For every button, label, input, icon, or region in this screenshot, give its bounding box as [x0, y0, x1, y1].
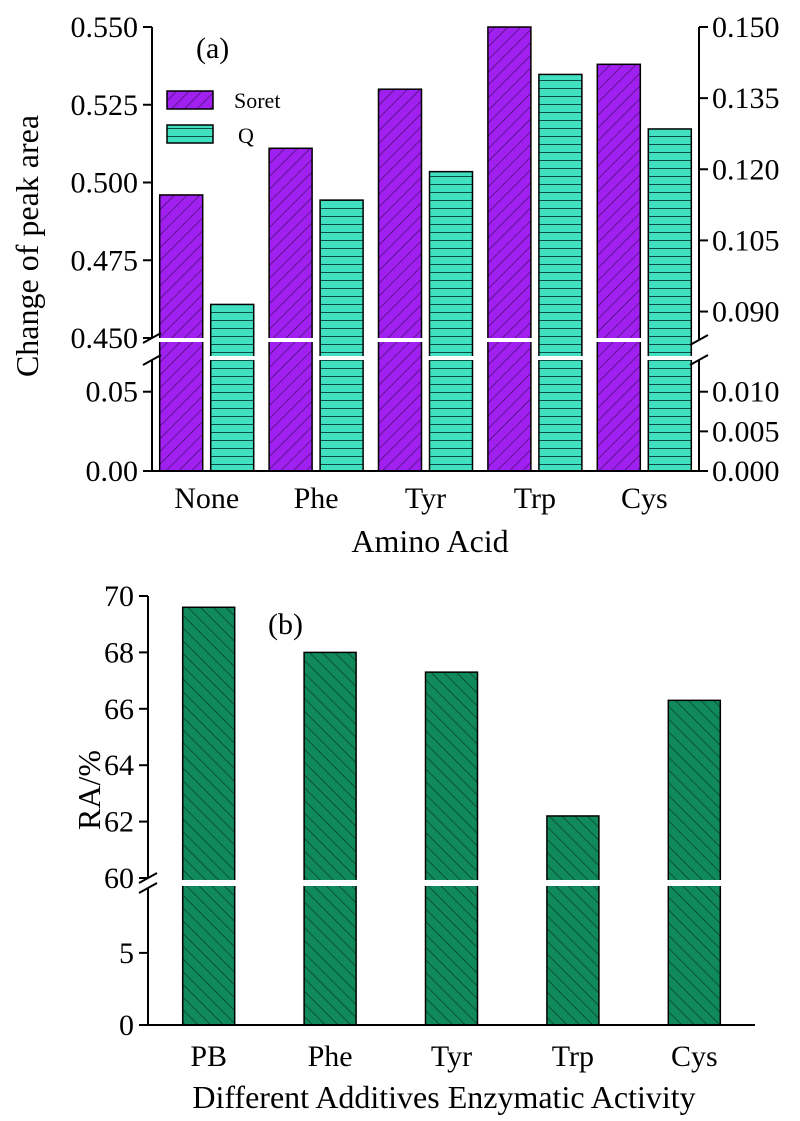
bar-ra — [424, 671, 479, 1026]
y-tick-label: 5 — [119, 937, 134, 970]
right-tick-label: 0.150 — [712, 11, 780, 44]
bar-q — [319, 199, 364, 472]
bar-break-gap — [667, 880, 722, 886]
bar-break-gap — [209, 356, 255, 360]
y-tick-label: 66 — [104, 693, 134, 726]
bar-break-gap — [319, 356, 365, 360]
bar-q — [647, 128, 693, 472]
right-tick-label: 0.135 — [712, 82, 780, 115]
left-tick-label: 0.00 — [86, 455, 139, 488]
chart-panel-b: PB Phe Tyr Trp Cys 60 62 64 66 68 70 0 5 — [104, 580, 755, 1073]
x-tick-label: Tyr — [405, 482, 446, 515]
y-axis-break-mark — [138, 882, 158, 894]
legend-label-q: Q — [238, 123, 254, 148]
x-tick-label: Cys — [671, 1040, 718, 1073]
right-tick-label: 0.010 — [712, 376, 780, 409]
bar-break-gap — [303, 880, 358, 886]
y-tick-label: 68 — [104, 636, 134, 669]
left-tick-label: 0.450 — [71, 322, 139, 355]
left-tick-label: 0.525 — [71, 89, 139, 122]
bar-break-gap — [268, 338, 314, 342]
bar-ra — [546, 815, 600, 1026]
bar-break-gap — [647, 356, 693, 360]
bar-q — [538, 73, 583, 472]
bar-ra — [181, 606, 236, 1026]
left-tick-label: 0.05 — [86, 376, 139, 409]
legend: Soret Q — [166, 88, 280, 148]
right-tick-label: 0.120 — [712, 153, 780, 186]
bar-break-gap — [377, 338, 423, 342]
bar-break-gap — [537, 356, 583, 360]
left-tick-label: 0.500 — [71, 167, 139, 200]
x-tick-label: Trp — [552, 1040, 594, 1073]
bar-ra — [303, 651, 357, 1026]
panel-a-xlabel: Amino Acid — [351, 523, 508, 559]
right-axis-break-mark — [689, 354, 709, 366]
x-tick-label: None — [174, 482, 239, 515]
x-tick-label: Trp — [514, 482, 556, 515]
y-tick-label: 60 — [104, 862, 134, 895]
x-tick-label: Tyr — [431, 1040, 472, 1073]
right-tick-label: 0.090 — [712, 296, 780, 329]
right-tick-label: 0.005 — [712, 415, 780, 448]
y-tick-label: 62 — [104, 806, 134, 839]
panel-b-xlabel: Different Additives Enzymatic Activity — [192, 1079, 695, 1115]
x-tick-label: Phe — [294, 482, 339, 515]
x-tick-label: Cys — [621, 482, 668, 515]
left-tick-label: 0.475 — [71, 244, 139, 277]
bar-break-gap — [486, 338, 532, 342]
panel-b-ylabel: RA/% — [71, 750, 107, 830]
legend-swatch-soret — [166, 90, 214, 110]
bar-q — [428, 170, 474, 472]
bar-ra — [667, 699, 722, 1026]
bar-break-gap — [424, 880, 479, 886]
y-tick-label: 64 — [104, 749, 134, 782]
y-tick-label: 0 — [119, 1009, 134, 1042]
legend-label-soret: Soret — [234, 88, 280, 113]
chart-panel-a: None Phe Tyr Trp Cys 0.450 0.475 0.500 0.525 0.55… — [71, 11, 780, 515]
bar-break-gap — [158, 338, 204, 342]
bar-break-gap — [545, 880, 600, 886]
bar-soret — [268, 147, 313, 472]
x-tick-label: PB — [190, 1040, 227, 1073]
left-axis-break-mark — [142, 354, 162, 366]
bar-soret — [487, 26, 532, 472]
bar-break-gap — [428, 356, 474, 360]
bar-break-gap — [596, 338, 642, 342]
right-axis-break-mark — [689, 334, 709, 346]
panel-b-label: (b) — [268, 608, 303, 641]
bar-soret — [158, 194, 204, 472]
panel-a-ylabel: Change of peak area — [9, 115, 45, 377]
right-tick-label: 0.105 — [712, 224, 780, 257]
panel-a-label: (a) — [196, 32, 229, 65]
bar-break-gap — [181, 880, 236, 886]
bar-soret — [596, 63, 642, 472]
bar-soret — [377, 88, 423, 472]
left-tick-label: 0.550 — [71, 11, 139, 44]
y-tick-label: 70 — [104, 580, 134, 613]
x-tick-label: Phe — [308, 1040, 353, 1073]
legend-swatch-q — [166, 124, 214, 144]
bar-q — [209, 303, 255, 472]
right-tick-label: 0.000 — [712, 455, 780, 488]
